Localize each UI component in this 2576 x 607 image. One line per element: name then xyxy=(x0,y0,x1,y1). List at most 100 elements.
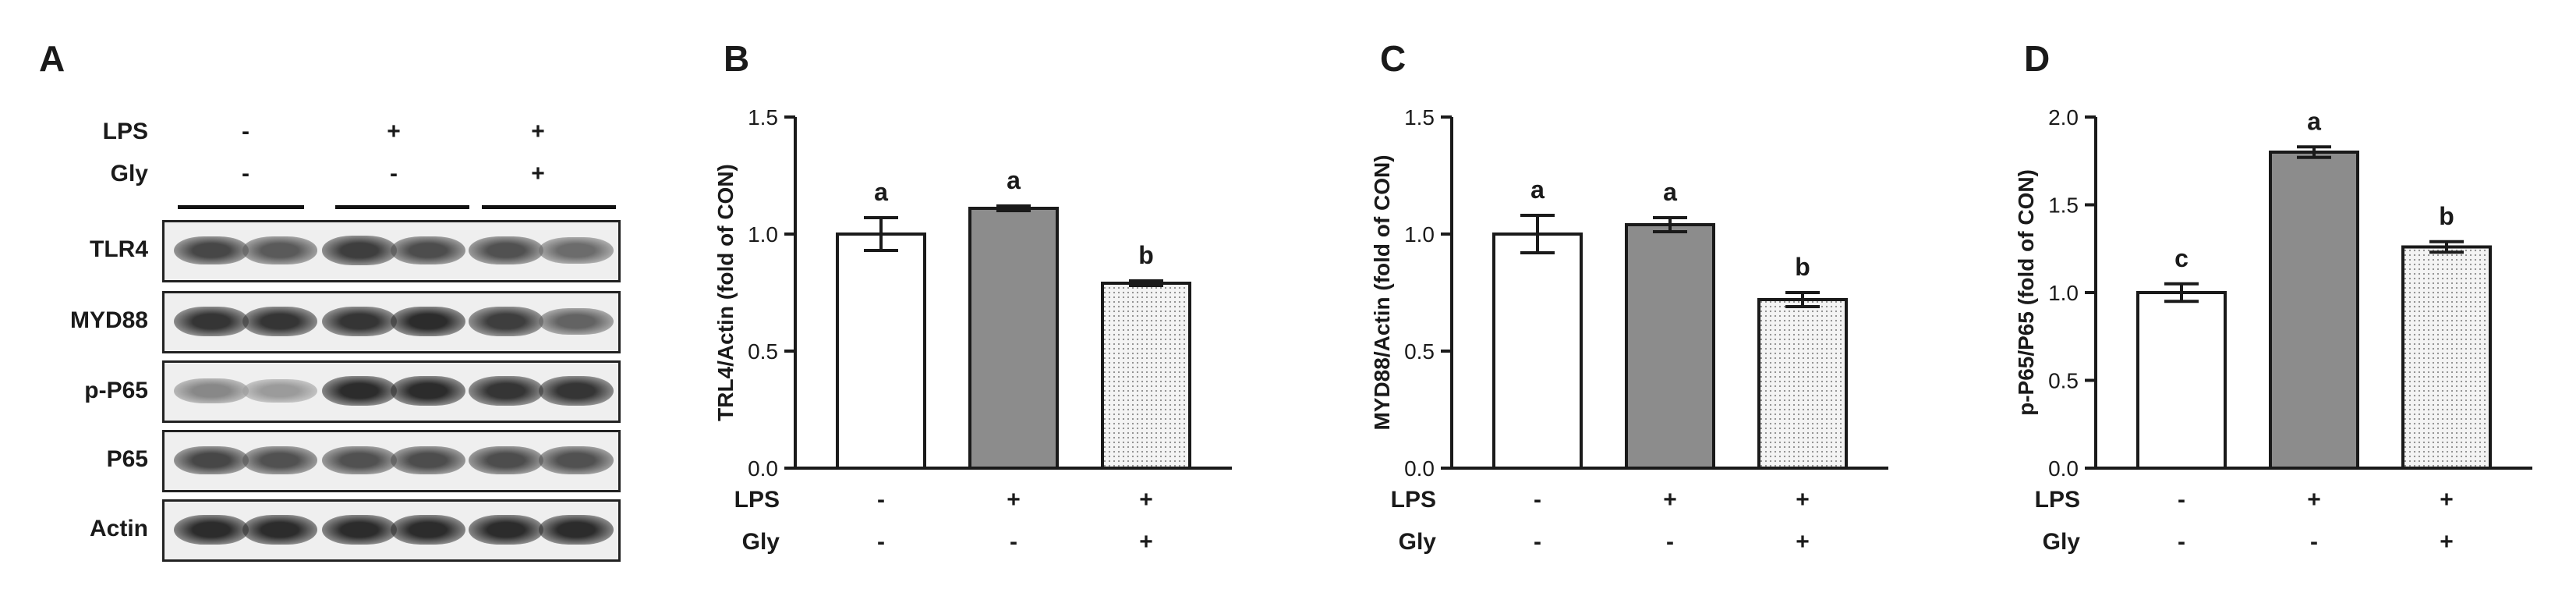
bar xyxy=(2136,291,2227,470)
bar xyxy=(968,207,1059,470)
blot-sign: + xyxy=(387,119,401,144)
treatment-sign: - xyxy=(1534,529,1541,555)
treatment-sign: - xyxy=(1666,529,1674,555)
blot-band xyxy=(391,514,465,545)
blot-strip-p-p65 xyxy=(162,360,621,423)
treatment-sign: + xyxy=(1139,487,1153,513)
y-axis-label: p-P65/P65 (fold of CON) xyxy=(2014,169,2038,416)
blot-band xyxy=(322,307,397,336)
bar xyxy=(2269,151,2359,470)
significance-letter: b xyxy=(2439,202,2454,230)
blot-band xyxy=(242,514,317,545)
blot-strip-myd88 xyxy=(162,291,621,353)
blot-row-label-p-p65: p-P65 xyxy=(84,378,148,403)
treatment-label: Gly xyxy=(742,529,780,555)
y-tick-label: 1.5 xyxy=(1404,105,1435,130)
bar xyxy=(2401,245,2492,470)
blot-band xyxy=(539,514,614,545)
blot-sign: + xyxy=(531,119,545,144)
blot-band xyxy=(242,378,317,403)
y-tick-label: 1.0 xyxy=(2048,281,2079,305)
western-blot-panel: LPS - + + Gly - - + TLR4 MYD88 p-P65 P65… xyxy=(0,0,639,607)
blot-group-line xyxy=(482,205,616,209)
bar xyxy=(1492,233,1583,470)
y-tick-label: 0.0 xyxy=(2048,456,2079,481)
bar xyxy=(1757,298,1848,470)
y-axis-label: MYD88/Actin (fold of CON) xyxy=(1370,154,1394,430)
blot-group-line xyxy=(335,205,469,209)
y-tick-label: 0.0 xyxy=(1404,456,1435,481)
blot-sign: - xyxy=(242,119,249,144)
blot-strip-p65 xyxy=(162,430,621,492)
blot-band xyxy=(469,445,543,475)
treatment-sign: + xyxy=(2440,487,2454,513)
bar-chart-b: 0.0 0.5 1.0 1.5 TRL4/Actin (fold of CON) a a b L… xyxy=(713,105,1232,555)
blot-band xyxy=(539,237,614,264)
significance-letter: a xyxy=(1530,176,1545,204)
blot-band xyxy=(469,514,543,545)
treatment-sign: - xyxy=(877,529,885,555)
blot-band xyxy=(391,236,465,265)
treatment-sign: + xyxy=(1139,529,1153,555)
treatment-sign: + xyxy=(2440,529,2454,555)
treatment-sign: + xyxy=(1796,487,1810,513)
blot-band xyxy=(174,514,249,545)
treatment-sign: - xyxy=(2310,529,2318,555)
significance-letter: b xyxy=(1795,253,1810,281)
panel-letter-d: D xyxy=(2024,38,2051,79)
blot-band xyxy=(391,306,465,337)
y-tick-label: 0.0 xyxy=(748,456,778,481)
blot-treatment-label-gly: Gly xyxy=(110,161,148,186)
blot-treatment-label-lps: LPS xyxy=(102,119,148,144)
blot-band xyxy=(242,446,317,474)
panel-letter-c: C xyxy=(1380,38,1407,79)
significance-letter: a xyxy=(1663,178,1677,206)
treatment-label: Gly xyxy=(1399,529,1437,555)
blot-row-label-myd88: MYD88 xyxy=(69,307,148,333)
blot-row-label-actin: Actin xyxy=(90,516,148,541)
treatment-label: LPS xyxy=(2035,487,2080,513)
y-tick-label: 0.5 xyxy=(748,339,778,364)
bar-chart-c: 0.0 0.5 1.0 1.5 MYD88/Actin (fold of CON) a a b… xyxy=(1370,105,1888,555)
blot-band xyxy=(242,236,317,264)
y-tick-label: 1.0 xyxy=(1404,222,1435,247)
treatment-sign: + xyxy=(2307,487,2321,513)
treatment-sign: + xyxy=(1663,487,1677,513)
blot-band xyxy=(174,378,249,403)
blot-sign: + xyxy=(531,161,545,186)
y-tick-label: 0.5 xyxy=(1404,339,1435,364)
y-tick-label: 1.5 xyxy=(2048,193,2079,218)
blot-strip-actin xyxy=(162,499,621,562)
blot-band xyxy=(469,376,543,406)
blot-band xyxy=(174,445,249,475)
blot-band xyxy=(322,375,397,406)
panel-letter-a: A xyxy=(39,38,65,79)
treatment-sign: - xyxy=(877,487,885,513)
blot-sign: - xyxy=(390,161,398,186)
significance-letter: b xyxy=(1138,241,1154,269)
y-tick-label: 2.0 xyxy=(2048,105,2079,130)
blot-band xyxy=(539,376,614,406)
blot-band xyxy=(539,307,614,335)
y-axis-label: TRL4/Actin (fold of CON) xyxy=(713,164,738,421)
blot-band xyxy=(469,307,543,336)
treatment-sign: - xyxy=(2178,487,2185,513)
panel-letter-b: B xyxy=(724,38,750,79)
blot-band xyxy=(469,236,543,264)
treatment-label: LPS xyxy=(734,487,780,513)
treatment-sign: + xyxy=(1796,529,1810,555)
blot-band xyxy=(539,446,614,474)
bar xyxy=(1101,282,1191,470)
significance-letter: a xyxy=(1007,166,1021,194)
blot-band xyxy=(174,236,249,265)
blot-group-line xyxy=(178,205,304,209)
blot-band xyxy=(322,446,397,474)
blot-band xyxy=(391,445,465,475)
blot-band xyxy=(391,375,465,406)
blot-band xyxy=(322,514,397,545)
y-tick-label: 1.0 xyxy=(748,222,778,247)
blot-strip-tlr4 xyxy=(162,220,621,282)
blot-sign: - xyxy=(242,161,249,186)
significance-letter: a xyxy=(2307,107,2321,135)
blot-band xyxy=(242,307,317,336)
